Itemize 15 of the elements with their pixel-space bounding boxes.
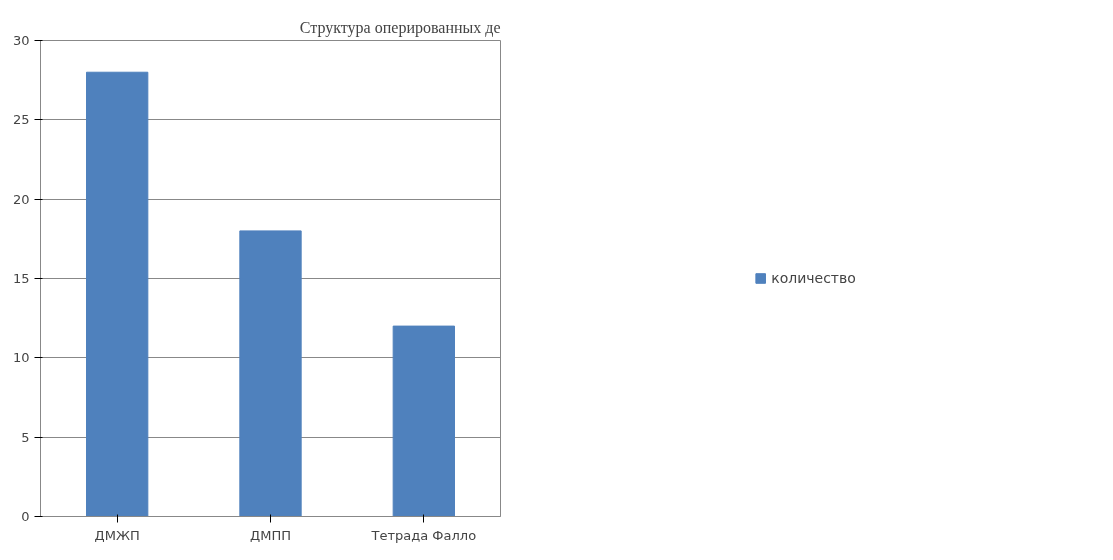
bar <box>392 325 455 517</box>
y-tick-label: 20 <box>12 191 30 207</box>
bar <box>239 230 302 517</box>
y-tick-label: 15 <box>12 271 30 286</box>
legend-label: количество <box>771 270 856 286</box>
x-tick-label: ДМЖП <box>94 527 140 543</box>
x-tick-label: ДМПП <box>250 527 291 543</box>
y-tick-label: 0 <box>21 509 30 524</box>
text: Структура оперированных де <box>299 18 501 37</box>
bar <box>86 71 149 517</box>
y-tick-label: 30 <box>12 33 30 48</box>
x-tick-label: Тетрада Фалло <box>370 527 477 543</box>
y-tick-label: 5 <box>21 429 30 445</box>
y-tick-label: 10 <box>12 350 30 366</box>
y-tick-label: 25 <box>12 112 30 128</box>
